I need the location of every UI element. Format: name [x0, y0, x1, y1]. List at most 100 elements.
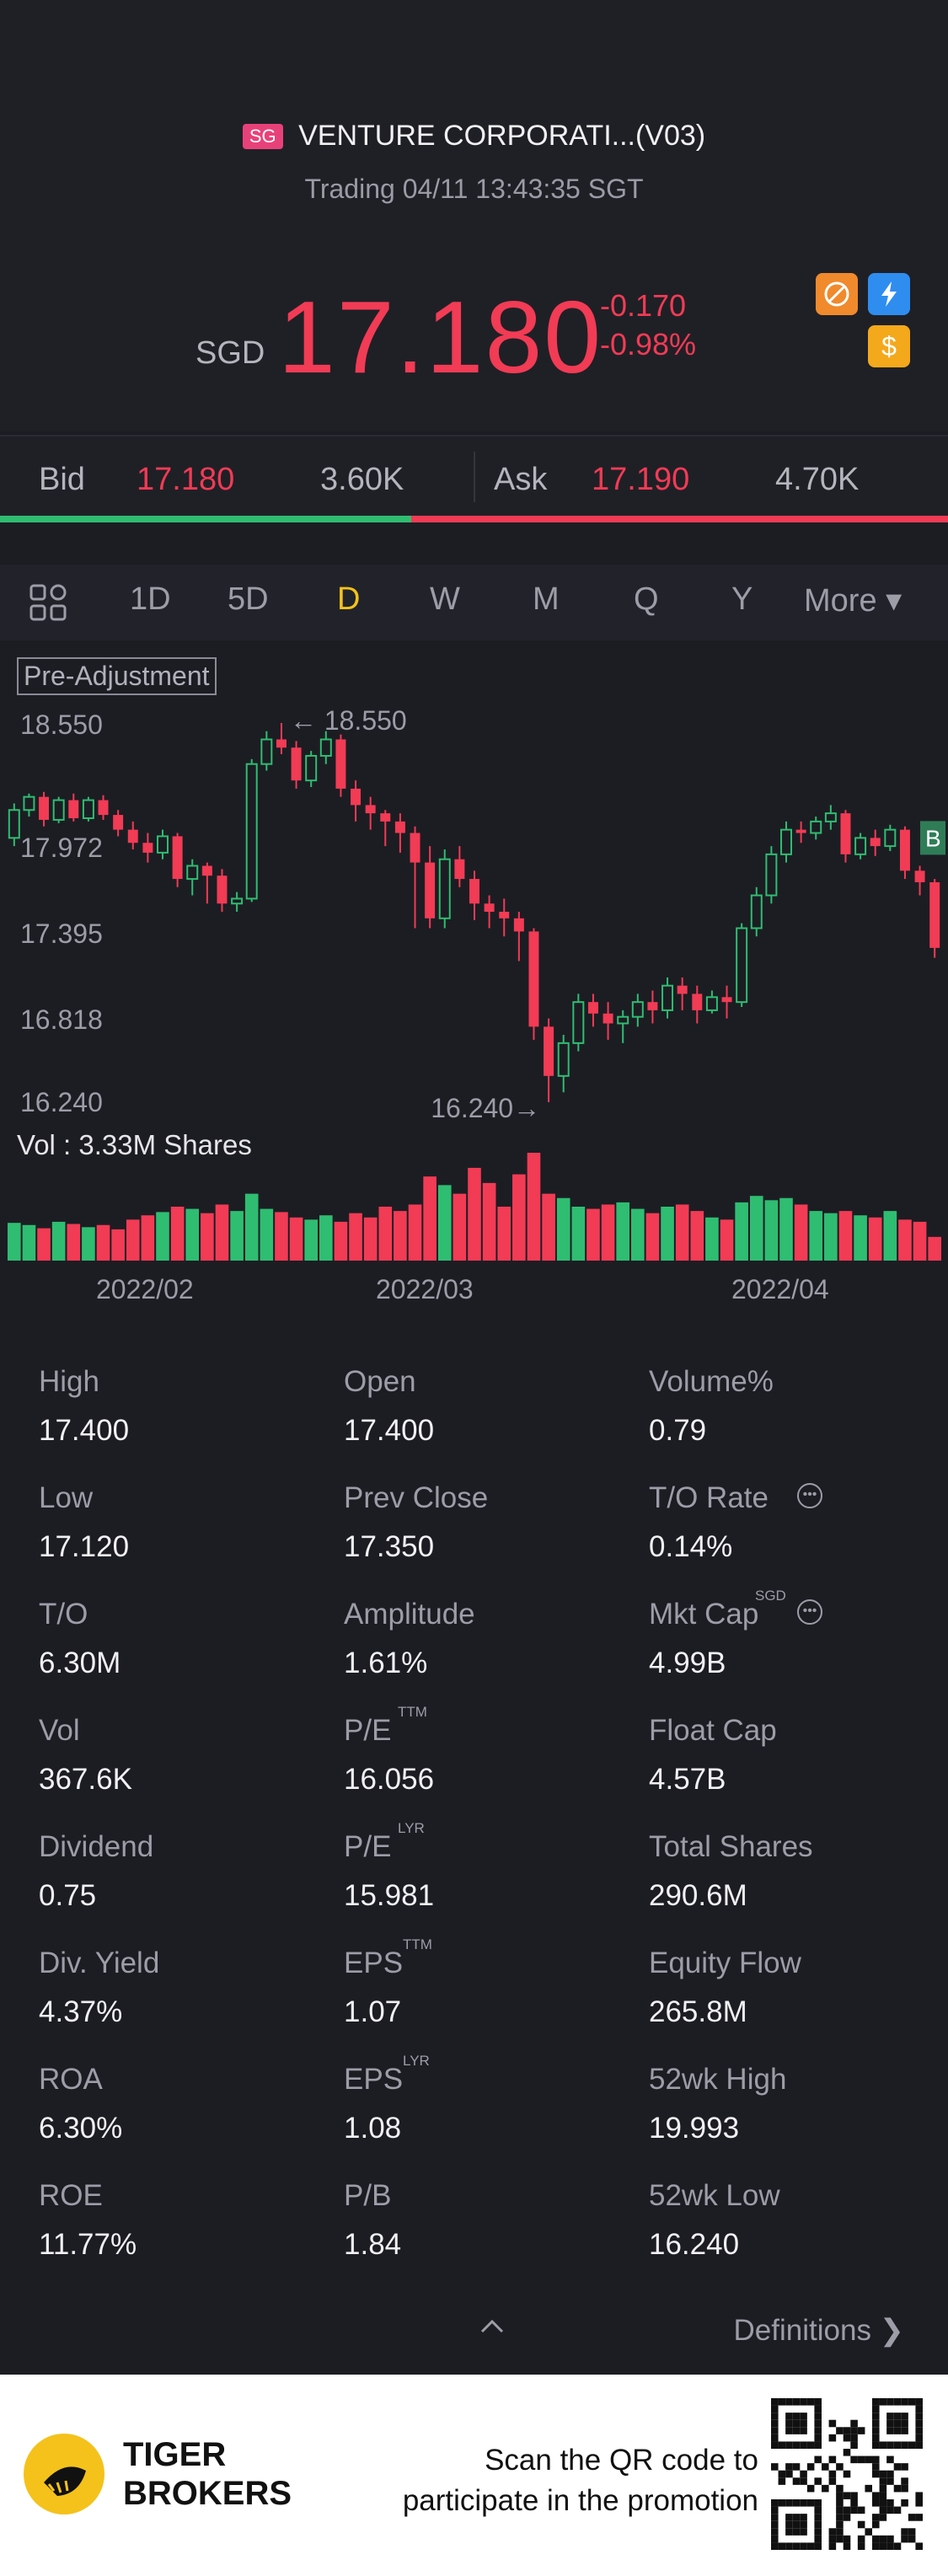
price-chart[interactable]: Pre-Adjustment 18.550 17.972 17.395 16.8… [0, 640, 948, 1315]
qr-module [886, 2542, 894, 2550]
stat-label-text: ROA [39, 2063, 103, 2096]
qr-module [915, 2514, 923, 2521]
stat-label: P/B [344, 2179, 647, 2213]
buy-marker [920, 821, 945, 855]
volume-bar [260, 1208, 274, 1261]
volume-bar [51, 1221, 66, 1261]
no-trade-icon[interactable] [816, 273, 858, 315]
ask-ratio-bar [411, 516, 948, 522]
definitions-link[interactable]: Definitions ❯ [733, 2314, 904, 2347]
stat-label: Vol [39, 1714, 342, 1748]
qr-module [872, 2456, 880, 2464]
volume-bar [601, 1204, 615, 1261]
volume-bar [304, 1219, 318, 1261]
qr-module [771, 2499, 779, 2507]
qr-module [893, 2506, 902, 2514]
stat-value: 0.79 [649, 1414, 707, 1447]
qr-module [908, 2535, 916, 2543]
qr-code-icon[interactable] [771, 2398, 923, 2550]
info-icon[interactable]: ••• [797, 1599, 822, 1625]
qr-module [886, 2506, 894, 2514]
volume-bar [289, 1217, 303, 1261]
qr-module [792, 2542, 801, 2550]
bid-size: 3.60K [320, 462, 404, 497]
qr-module [901, 2499, 908, 2507]
qr-module [806, 2398, 815, 2406]
qr-module [836, 2514, 844, 2521]
qr-module [814, 2477, 822, 2485]
volume-bar [215, 1204, 229, 1261]
collapse-chevron-icon[interactable] [477, 2309, 507, 2344]
qr-module [800, 2477, 807, 2485]
stat-label-text: Total Shares [649, 1830, 813, 1863]
chart-layout-icon[interactable] [29, 583, 67, 630]
candle-body [557, 1042, 570, 1077]
pre-adjustment-toggle[interactable]: Pre-Adjustment [17, 657, 217, 695]
stat-label-text: P/E [344, 1714, 392, 1747]
qr-module [879, 2514, 887, 2521]
stat-cell: Mkt Cap SGD ••• 4.99B [649, 1588, 948, 1680]
candle-body [23, 795, 35, 811]
dollar-icon[interactable]: $ [868, 325, 910, 367]
info-icon[interactable]: ••• [797, 1483, 822, 1508]
qr-module [901, 2419, 908, 2428]
stat-label-text: P/E [344, 1830, 392, 1863]
qr-module [814, 2535, 822, 2543]
candle-body [544, 1026, 554, 1076]
tab-q[interactable]: Q [634, 581, 659, 617]
qr-module [778, 2441, 786, 2449]
qr-module [771, 2463, 779, 2471]
qr-module [879, 2477, 887, 2485]
stat-value: 17.120 [39, 1530, 130, 1563]
promo-text: Scan the QR code to participate in the p… [403, 2440, 758, 2521]
volume-bar [898, 1219, 912, 1261]
candle-body [705, 996, 718, 1011]
qr-module [850, 2506, 858, 2514]
tab-m[interactable]: M [533, 581, 560, 617]
qr-module [814, 2398, 822, 2406]
candle-body [276, 739, 287, 748]
tab-5d[interactable]: 5D [228, 581, 269, 617]
qr-module [814, 2506, 822, 2514]
stat-label-text: EPS [344, 1947, 404, 1979]
candle-body [305, 754, 318, 782]
stat-value: 367.6K [39, 1763, 132, 1796]
candlestick-svg: ← 18.550 16.240→ B [8, 705, 945, 1261]
qr-module [843, 2449, 851, 2456]
stat-value: 4.37% [39, 1995, 123, 2028]
qr-module [828, 2419, 837, 2428]
qr-module [778, 2470, 786, 2478]
tab-y[interactable]: Y [731, 581, 753, 617]
stat-cell: Total Shares 290.6M [649, 1830, 948, 1913]
candle-body [914, 870, 925, 882]
qr-module [908, 2528, 916, 2536]
tab-more[interactable]: More ▾ [804, 583, 902, 619]
stat-value: 4.99B [649, 1647, 726, 1679]
volume-bar [883, 1211, 897, 1261]
stat-label-text: Volume% [649, 1365, 774, 1398]
qr-module [893, 2542, 902, 2550]
candle-body [8, 809, 20, 839]
candle-body [39, 796, 50, 820]
candle-body [82, 799, 94, 819]
stat-label-text: ROE [39, 2179, 103, 2212]
volume-bar [185, 1208, 200, 1261]
stat-value: 16.240 [649, 2228, 740, 2261]
qr-module [800, 2427, 807, 2434]
tab-w[interactable]: W [430, 581, 460, 617]
qr-module [879, 2506, 887, 2514]
volume-bar [497, 1207, 511, 1261]
brand-line-1: TIGER [123, 2436, 227, 2473]
tab-d[interactable]: D [337, 581, 361, 617]
candle-body [617, 1015, 629, 1025]
qr-module [778, 2477, 786, 2485]
qr-module [879, 2492, 887, 2499]
candle-body [454, 859, 465, 880]
lightning-icon[interactable] [868, 273, 910, 315]
volume-bar [319, 1215, 333, 1261]
stock-title[interactable]: VENTURE CORPORATI...(V03) [298, 120, 706, 152]
qr-module [915, 2434, 923, 2442]
candle-body [365, 805, 376, 814]
candle-body [854, 837, 867, 855]
tab-1d[interactable]: 1D [130, 581, 171, 617]
